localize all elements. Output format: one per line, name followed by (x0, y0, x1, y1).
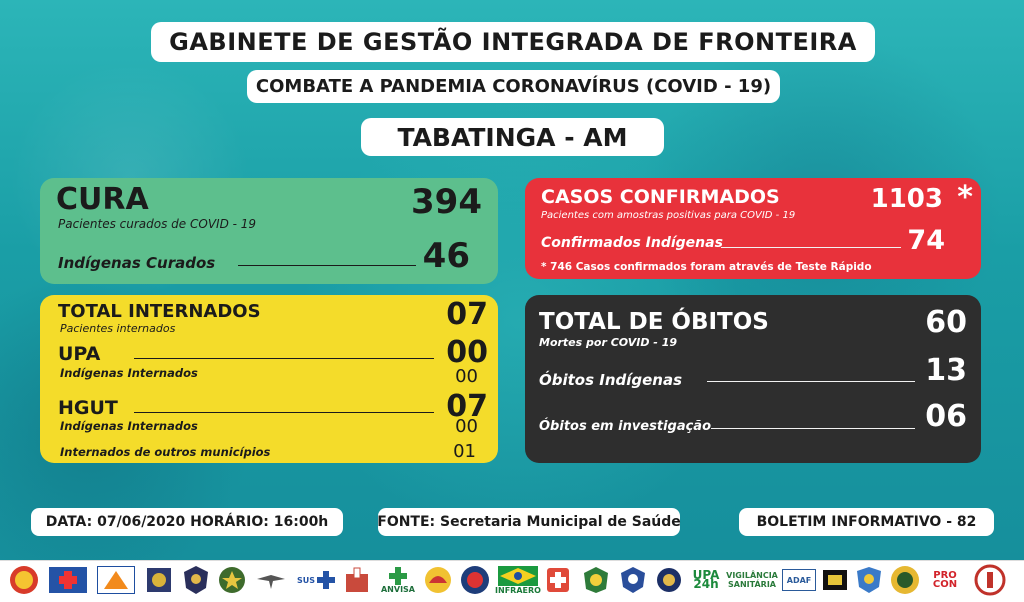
obitos-investigation-rule (711, 428, 915, 429)
other-municipalities-label: Internados de outros municípios (60, 445, 271, 459)
internados-card: TOTAL INTERNADOS 07 Pacientes internados… (40, 295, 498, 463)
health-cross-icon (48, 563, 88, 597)
police-badge-icon (180, 563, 212, 597)
black-badge-icon (820, 563, 850, 597)
hgut-indigenous-value: 00 (455, 416, 478, 437)
fire-department-icon (458, 563, 492, 597)
hgut-value: 07 (446, 389, 488, 424)
federal-seal-icon (888, 563, 922, 597)
prosecutor-office-icon (970, 563, 1010, 597)
upa-24h-logo: UPA 24h (692, 568, 720, 591)
internados-title: TOTAL INTERNADOS (58, 301, 261, 322)
obitos-value: 60 (925, 305, 967, 340)
military-badge-icon (142, 563, 176, 597)
upa-indigenous-label: Indígenas Internados (60, 366, 198, 380)
confirmados-value: 1103 (870, 184, 943, 214)
navy-badge-icon (618, 563, 648, 597)
vigilancia-sanitaria-logo: VIGILÂNCIA SANITÁRIA (726, 571, 778, 589)
obitos-indigenous-value: 13 (925, 353, 967, 388)
funai-emblem-icon (422, 563, 454, 597)
obitos-investigation-label: Óbitos em investigação (539, 419, 712, 434)
obitos-indigenous-rule (707, 381, 915, 382)
city-label: TABATINGA - AM (361, 118, 664, 156)
cura-caption: Pacientes curados de COVID - 19 (58, 217, 257, 231)
secretariat-badge-icon (544, 563, 572, 597)
internados-value: 07 (446, 297, 488, 332)
confirmados-card: CASOS CONFIRMADOS 1103 * Pacientes com a… (525, 178, 981, 279)
internados-caption: Pacientes internados (60, 322, 176, 335)
hgut-indigenous-label: Indígenas Internados (60, 419, 198, 433)
amazonas-state-badge-icon (580, 563, 612, 597)
air-force-wings-icon (254, 563, 288, 597)
federal-police-icon (654, 563, 684, 597)
bulletin-label: BOLETIM INFORMATIVO - 82 (739, 508, 994, 536)
upa-value: 00 (446, 335, 488, 370)
upa-rule (134, 358, 434, 359)
confirmados-note: * 746 Casos confirmados foram através de… (541, 261, 872, 273)
hgut-rule (134, 412, 434, 413)
state-coat-of-arms-icon (854, 563, 884, 597)
army-emblem-icon (216, 563, 248, 597)
confirmados-caption: Pacientes com amostras positivas para CO… (541, 210, 796, 221)
anvisa-logo: ANVISA (378, 563, 418, 597)
upa-label: UPA (58, 343, 101, 365)
procon-logo: PRO CON (932, 570, 958, 590)
sus-logo: SUS (292, 563, 340, 597)
confirmados-indigenous-value: 74 (907, 225, 945, 256)
adaf-logo: ADAF (782, 569, 816, 591)
date-time-label: DATA: 07/06/2020 HORÁRIO: 16:00h (31, 508, 343, 536)
page-subtitle: COMBATE A PANDEMIA CORONAVÍRUS (COVID - … (247, 70, 780, 103)
confirmados-title: CASOS CONFIRMADOS (541, 186, 780, 208)
defesa-civil-icon (96, 563, 136, 597)
confirmados-indigenous-rule (721, 247, 901, 248)
cura-card: CURA 394 Pacientes curados de COVID - 19… (40, 178, 498, 284)
upa-indigenous-value: 00 (455, 366, 478, 387)
infraero-logo: INFRAERO (495, 563, 541, 597)
confirmados-indigenous-label: Confirmados Indígenas (541, 235, 723, 251)
obitos-title: TOTAL DE ÓBITOS (539, 309, 769, 335)
obitos-indigenous-label: Óbitos Indígenas (539, 371, 683, 389)
confirmados-asterisk: * (957, 180, 973, 215)
cura-indigenous-rule (238, 265, 416, 266)
other-municipalities-value: 01 (453, 441, 476, 462)
obitos-card: TOTAL DE ÓBITOS 60 Mortes por COVID - 19… (525, 295, 981, 463)
cura-value: 394 (411, 182, 482, 222)
hospital-building-icon (342, 563, 372, 597)
obitos-investigation-value: 06 (925, 399, 967, 434)
cura-indigenous-label: Indígenas Curados (58, 254, 216, 272)
municipality-seal-icon (6, 563, 42, 597)
obitos-caption: Mortes por COVID - 19 (539, 336, 678, 349)
cura-title: CURA (56, 182, 149, 217)
hgut-label: HGUT (58, 397, 118, 419)
source-label: FONTE: Secretaria Municipal de Saúde (377, 508, 681, 536)
cura-indigenous-value: 46 (422, 236, 470, 276)
page-title: GABINETE DE GESTÃO INTEGRADA DE FRONTEIR… (151, 22, 875, 62)
